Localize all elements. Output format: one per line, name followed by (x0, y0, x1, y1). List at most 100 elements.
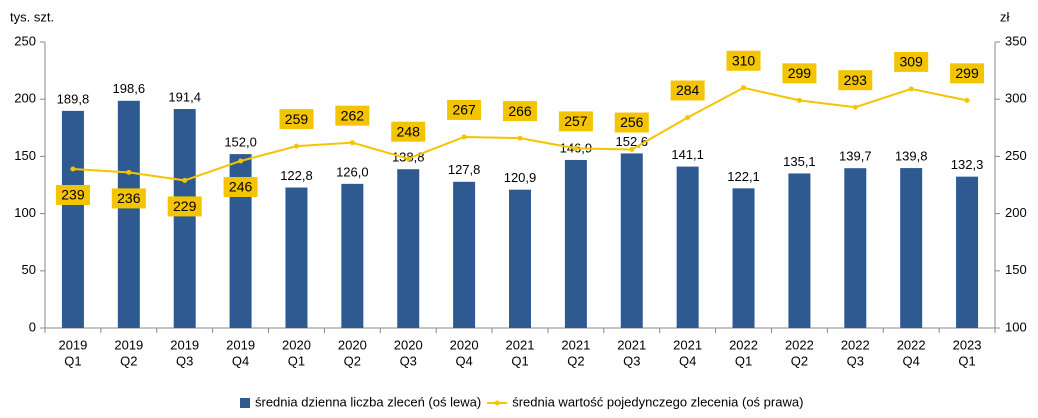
y-tick-label: 250 (14, 33, 36, 48)
x-tick-label: 2022 (897, 337, 926, 352)
line-label-box (782, 63, 817, 84)
line-label-box (838, 70, 873, 91)
line-label-box (894, 51, 929, 72)
line-value-label: 236 (117, 190, 141, 206)
bar (341, 183, 364, 328)
line-marker (517, 135, 523, 141)
line-label-box (726, 50, 761, 71)
line-value-label: 256 (620, 114, 644, 130)
line-value-label: 284 (676, 82, 700, 98)
x-tick-label: 2023 (953, 337, 982, 352)
x-tick-label: Q2 (567, 353, 584, 368)
x-tick-label: Q3 (623, 353, 640, 368)
y-tick-label: 50 (22, 262, 36, 277)
legend-label: średnia wartość pojedynczego zlecenia (o… (512, 394, 803, 409)
line-value-label: 229 (173, 198, 197, 214)
y-tick-label: 0 (29, 319, 36, 334)
y-axis-label: tys. szt. (10, 9, 54, 24)
line-marker (182, 177, 188, 183)
bar (788, 173, 811, 328)
bar-value-label: 139,8 (895, 149, 928, 164)
x-tick-label: 2020 (338, 337, 367, 352)
line-value-label: 262 (341, 107, 365, 123)
bar-value-label: 191,4 (168, 89, 201, 104)
bar-value-label: 122,8 (280, 168, 313, 183)
line-marker (796, 97, 802, 103)
x-tick-label: Q1 (64, 353, 81, 368)
y2-tick-label: 150 (1005, 262, 1027, 277)
bar (844, 168, 867, 328)
bar (285, 187, 308, 328)
x-tick-label: Q4 (232, 353, 249, 368)
bar (956, 176, 979, 328)
line-marker (405, 156, 411, 162)
bar-value-label: 198,6 (113, 81, 146, 96)
bar (397, 169, 420, 328)
line-marker (629, 147, 635, 153)
line-marker (126, 169, 132, 175)
x-tick-label: Q1 (735, 353, 752, 368)
x-tick-label: 2021 (673, 337, 702, 352)
line-label-box (558, 111, 593, 132)
line-marker (685, 115, 691, 121)
line-value-label: 310 (732, 52, 756, 68)
y2-tick-label: 300 (1005, 91, 1027, 106)
x-tick-label: 2022 (729, 337, 758, 352)
x-tick-label: Q3 (400, 353, 417, 368)
line-value-label: 246 (229, 179, 253, 195)
line-label-box (447, 99, 482, 120)
x-tick-label: Q4 (679, 353, 696, 368)
line-label-box (167, 196, 202, 217)
x-tick-label: 2021 (506, 337, 535, 352)
bar (620, 153, 643, 328)
line-label-box (223, 176, 258, 197)
line-value-label: 257 (564, 113, 588, 129)
bar-value-label: 120,9 (504, 170, 537, 185)
line-marker (908, 86, 914, 92)
x-tick-label: 2019 (170, 337, 199, 352)
line-marker (852, 104, 858, 110)
line-marker (573, 145, 579, 151)
line-marker (461, 134, 467, 140)
bar (732, 188, 755, 328)
bar (229, 154, 252, 328)
x-tick-label: 2019 (58, 337, 87, 352)
line-label-box (503, 101, 537, 122)
x-tick-label: 2020 (282, 337, 311, 352)
bar (676, 166, 699, 328)
legend-swatch (494, 400, 500, 406)
line-marker (293, 143, 299, 149)
bar-value-label: 152,6 (615, 134, 648, 149)
y2-tick-label: 350 (1005, 33, 1027, 48)
line-label-box (670, 80, 705, 101)
line-label-box (391, 121, 426, 142)
bar (564, 159, 587, 328)
bar-value-label: 127,8 (448, 162, 481, 177)
y2-tick-label: 100 (1005, 319, 1027, 334)
line-value-label: 293 (844, 72, 868, 88)
line-label-box (614, 112, 649, 133)
line-value-label: 299 (955, 65, 979, 81)
line-label-box (111, 188, 146, 209)
bar-value-label: 126,0 (336, 164, 369, 179)
bar-value-label: 132,3 (951, 157, 984, 172)
line-label-box (279, 109, 314, 130)
x-tick-label: 2020 (450, 337, 479, 352)
bar (173, 109, 196, 329)
line-value-label: 299 (788, 65, 812, 81)
line-value-label: 259 (285, 111, 309, 127)
line-label-box (55, 184, 90, 205)
line-label-box (335, 105, 370, 126)
line-value-label: 267 (452, 102, 476, 118)
x-tick-label: Q1 (511, 353, 528, 368)
line-marker (238, 158, 244, 164)
x-tick-label: 2019 (226, 337, 255, 352)
bar-value-label: 152,0 (224, 135, 257, 150)
x-tick-label: 2021 (561, 337, 590, 352)
bar (453, 181, 476, 328)
bar (900, 168, 923, 328)
y2-tick-label: 250 (1005, 148, 1027, 163)
y-tick-label: 200 (14, 91, 36, 106)
legend: średnia dzienna liczba zleceń (oś lewa) ś… (240, 394, 803, 409)
y2-axis-label: zł (1000, 9, 1010, 24)
